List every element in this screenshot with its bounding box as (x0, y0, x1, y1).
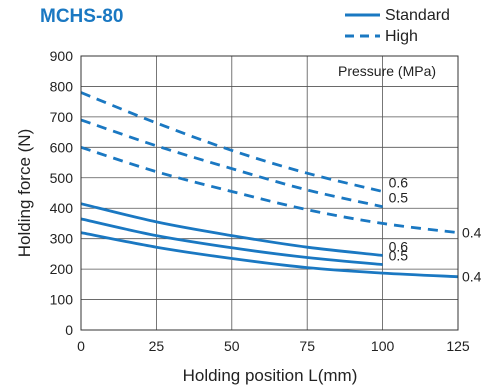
series-lines (80, 91, 459, 279)
y-tick-label: 100 (50, 292, 74, 308)
y-tick-label: 0 (65, 322, 73, 338)
x-tick-label: 0 (77, 338, 85, 354)
y-tick-label: 500 (50, 170, 74, 186)
series-labels: 0.60.50.40.60.50.4 (389, 174, 482, 284)
pressure-annotation: Pressure (MPa) (338, 63, 436, 79)
high-series-line-0.5 (80, 118, 383, 209)
y-tick-label: 300 (50, 231, 74, 247)
high-series-line-0.6 (80, 91, 383, 193)
series-label: 0.5 (389, 190, 409, 206)
grid (81, 56, 458, 330)
series-label: 0.4 (462, 269, 482, 285)
x-tick-label: 75 (299, 338, 315, 354)
x-tick-label: 50 (224, 338, 240, 354)
legend-high-label: High (385, 28, 418, 45)
chart-title: MCHS-80 (40, 6, 123, 27)
x-tick-label: 125 (446, 338, 470, 354)
plot-frame (80, 55, 459, 331)
x-axis-title: Holding position L(mm) (183, 366, 358, 385)
x-tick-label: 100 (371, 338, 395, 354)
x-tick-label: 25 (149, 338, 165, 354)
legend: Standard High (345, 7, 450, 45)
y-tick-label: 800 (50, 78, 74, 94)
y-tick-label: 900 (50, 48, 74, 64)
series-label: 0.4 (462, 225, 482, 241)
y-axis-title: Holding force (N) (15, 129, 34, 258)
tick-labels: 0 100 200 300 400 500 600 700 800 900 0 25 50 75 100 12… (50, 48, 470, 354)
standard-series-line-0.6 (80, 202, 383, 257)
standard-series-line-0.5 (80, 217, 383, 266)
y-tick-label: 600 (50, 139, 74, 155)
y-tick-label: 200 (50, 261, 74, 277)
legend-standard-label: Standard (385, 7, 450, 24)
series-label: 0.5 (389, 248, 409, 264)
series-label: 0.6 (389, 238, 409, 254)
y-tick-label: 400 (50, 200, 74, 216)
high-series-line-0.4 (80, 145, 459, 234)
y-tick-label: 700 (50, 109, 74, 125)
series-label: 0.6 (389, 174, 409, 190)
standard-series-line-0.4 (80, 231, 459, 279)
